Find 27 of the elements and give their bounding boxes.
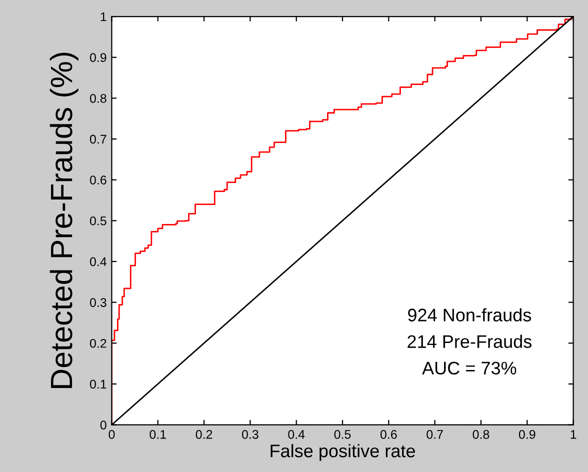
- x-tick-label: 0.2: [196, 430, 212, 439]
- y-tick-label: 0.9: [90, 53, 106, 62]
- y-tick-label: 0: [100, 420, 106, 430]
- x-tick-label: 1: [570, 430, 576, 439]
- x-tick-label: 0.3: [242, 430, 258, 439]
- y-tick-label: 0.2: [90, 338, 106, 348]
- y-tick-label: 0.6: [90, 176, 106, 184]
- x-tick-label: 0.5: [334, 430, 351, 439]
- x-tick-label: 0.8: [472, 430, 490, 439]
- y-tick-label: 0.8: [90, 94, 106, 103]
- annotation: 924 Non-frauds: [408, 308, 532, 322]
- y-tick-label: 0.4: [90, 257, 106, 266]
- y-axis-title: Detected Pre-Frauds (%): [50, 52, 78, 388]
- y-tick-label: 1: [100, 12, 106, 22]
- y-tick-label: 0.3: [90, 298, 106, 307]
- x-tick-label: 0.7: [426, 430, 443, 439]
- y-tick-label: 0.1: [90, 380, 106, 389]
- annotation: AUC = 73%: [422, 362, 516, 375]
- x-tick-label: 0.6: [380, 430, 397, 439]
- y-tick-label: 0.5: [90, 216, 106, 226]
- x-tick-label: 0.1: [150, 430, 166, 439]
- x-tick-label: 0.4: [288, 430, 305, 439]
- x-tick-label: 0.9: [518, 430, 536, 439]
- x-tick-label: 0: [108, 430, 115, 439]
- annotation: 214 Pre-Frauds: [408, 334, 532, 348]
- x-axis-title: False positive rate: [270, 444, 415, 461]
- y-tick-label: 0.7: [90, 134, 106, 144]
